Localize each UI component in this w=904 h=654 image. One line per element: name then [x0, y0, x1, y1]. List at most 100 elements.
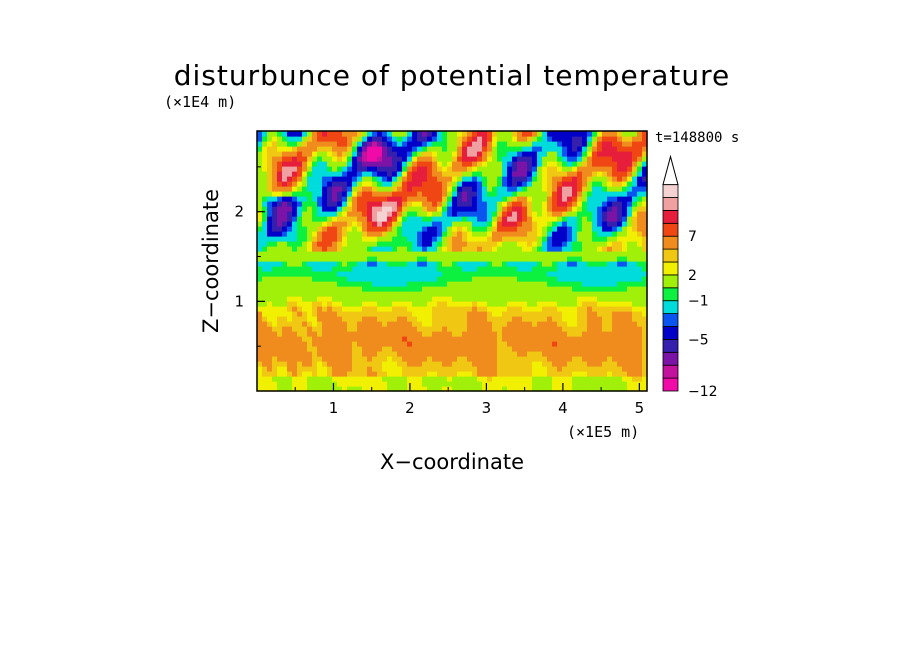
field-cell	[342, 346, 348, 352]
field-cell	[467, 276, 473, 282]
field-cell	[612, 366, 618, 372]
field-cell	[297, 346, 303, 352]
field-cell	[277, 376, 283, 382]
field-cell	[562, 171, 568, 177]
field-cell	[537, 271, 543, 277]
field-cell	[537, 356, 543, 362]
field-cell	[547, 326, 553, 332]
field-cell	[412, 141, 418, 147]
field-cell	[642, 166, 648, 172]
field-cell	[412, 301, 418, 307]
field-cell	[277, 191, 283, 197]
field-cell	[427, 151, 433, 157]
field-cell	[577, 191, 583, 197]
field-cell	[507, 351, 513, 357]
field-cell	[387, 226, 393, 232]
field-cell	[322, 136, 328, 142]
field-cell	[432, 291, 438, 297]
field-cell	[467, 141, 473, 147]
field-cell	[337, 306, 343, 312]
field-cell	[322, 316, 328, 322]
field-cell	[522, 211, 528, 217]
field-cell	[527, 291, 533, 297]
field-cell	[642, 301, 648, 307]
field-cell	[517, 346, 523, 352]
field-cell	[292, 176, 298, 182]
field-cell	[502, 141, 508, 147]
field-cell	[587, 306, 593, 312]
field-cell	[632, 141, 638, 147]
field-cell	[477, 136, 483, 142]
field-cell	[397, 316, 403, 322]
field-cell	[447, 141, 453, 147]
field-cell	[327, 241, 333, 247]
field-cell	[337, 141, 343, 147]
field-cell	[392, 386, 398, 392]
field-cell	[277, 266, 283, 272]
field-cell	[632, 151, 638, 157]
field-cell	[357, 271, 363, 277]
field-cell	[392, 326, 398, 332]
field-cell	[482, 291, 488, 297]
field-cell	[332, 371, 338, 377]
field-cell	[387, 156, 393, 162]
field-cell	[407, 231, 413, 237]
field-cell	[582, 331, 588, 337]
field-cell	[602, 376, 608, 382]
field-cell	[642, 216, 648, 222]
field-cell	[397, 311, 403, 317]
field-cell	[567, 306, 573, 312]
field-cell	[502, 161, 508, 167]
field-cell	[272, 196, 278, 202]
field-cell	[372, 191, 378, 197]
field-cell	[372, 166, 378, 172]
field-cell	[597, 381, 603, 387]
field-cell	[602, 231, 608, 237]
field-cell	[462, 261, 468, 267]
field-cell	[487, 321, 493, 327]
field-cell	[552, 306, 558, 312]
field-cell	[507, 276, 513, 282]
field-cell	[362, 356, 368, 362]
field-cell	[507, 281, 513, 287]
field-cell	[412, 131, 418, 137]
field-cell	[462, 186, 468, 192]
field-cell	[557, 186, 563, 192]
field-cell	[582, 326, 588, 332]
colorbar-swatch	[662, 209, 679, 224]
field-cell	[527, 151, 533, 157]
field-cell	[452, 141, 458, 147]
field-cell	[497, 171, 503, 177]
field-cell	[612, 266, 618, 272]
field-cell	[397, 246, 403, 252]
field-cell	[457, 326, 463, 332]
field-cell	[447, 206, 453, 212]
field-cell	[462, 381, 468, 387]
field-cell	[432, 161, 438, 167]
field-cell	[447, 326, 453, 332]
field-cell	[527, 381, 533, 387]
colorbar-swatch	[662, 287, 679, 302]
field-cell	[317, 246, 323, 252]
field-cell	[562, 306, 568, 312]
field-cell	[432, 316, 438, 322]
field-cell	[437, 236, 443, 242]
field-cell	[472, 226, 478, 232]
field-cell	[277, 356, 283, 362]
field-cell	[397, 151, 403, 157]
field-cell	[487, 256, 493, 262]
field-cell	[347, 346, 353, 352]
field-cell	[312, 276, 318, 282]
field-cell	[407, 301, 413, 307]
field-cell	[287, 301, 293, 307]
field-cell	[257, 381, 263, 387]
field-cell	[362, 291, 368, 297]
field-cell	[372, 236, 378, 242]
field-cell	[297, 176, 303, 182]
field-cell	[357, 131, 363, 137]
field-cell	[642, 361, 648, 367]
field-cell	[557, 301, 563, 307]
field-cell	[357, 196, 363, 202]
field-cell	[377, 376, 383, 382]
field-cell	[467, 376, 473, 382]
